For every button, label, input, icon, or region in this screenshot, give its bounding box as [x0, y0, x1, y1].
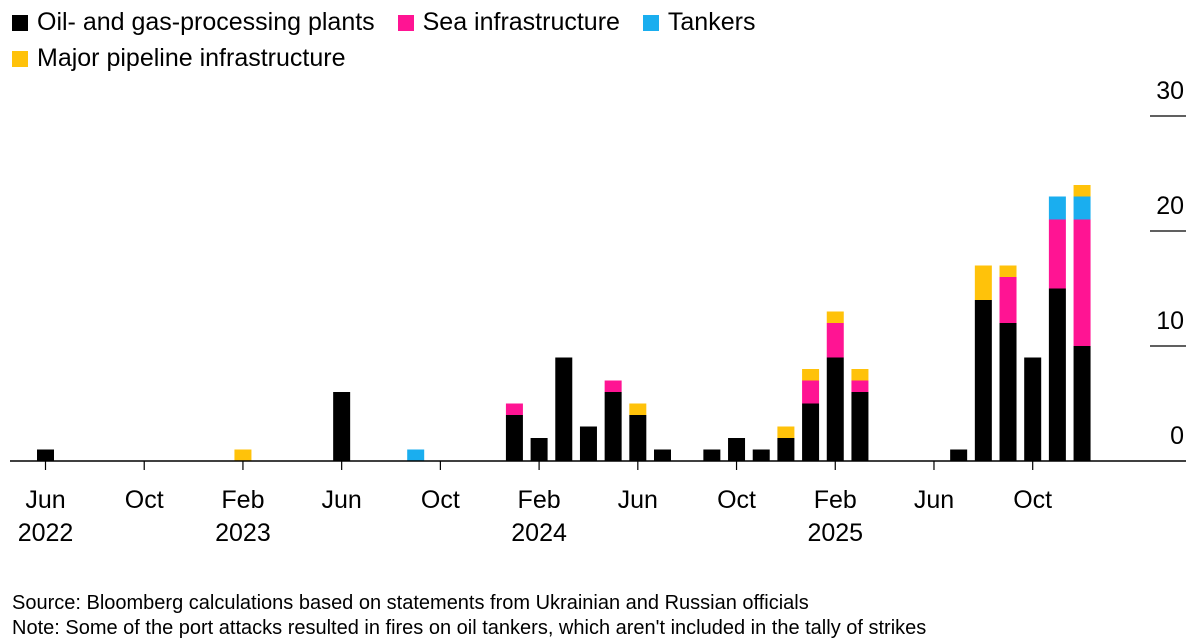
bar-segment-sea-infrastructure [851, 380, 869, 392]
x-tick-label-month: Jun [322, 486, 362, 514]
bar-segment-sea-infrastructure [604, 380, 622, 392]
bar-segment-oil-and-gas-processing-plants [333, 392, 351, 461]
bar-segment-major-pipeline-infrastructure [629, 403, 647, 415]
legend-item-pipeline[interactable]: Major pipeline infrastructure [12, 40, 345, 76]
bar-segment-major-pipeline-infrastructure [974, 265, 992, 300]
x-tick-label-month: Oct [421, 486, 460, 514]
legend-label-tankers: Tankers [667, 8, 756, 36]
chart-footer: Source: Bloomberg calculations based on … [12, 591, 926, 641]
x-tick-label-month: Jun [618, 486, 658, 514]
legend-item-oil-gas[interactable]: Oil- and gas-processing plants [12, 4, 375, 40]
y-tick-label: 0 [1170, 422, 1184, 450]
bar-segment-oil-and-gas-processing-plants [555, 357, 573, 461]
bar-segment-major-pipeline-infrastructure [1073, 185, 1091, 197]
bar-segment-sea-infrastructure [1073, 219, 1091, 346]
bar-segment-major-pipeline-infrastructure [234, 449, 252, 461]
x-tick-label-month: Feb [814, 486, 857, 514]
bar-segment-oil-and-gas-processing-plants [604, 392, 622, 461]
bar-segment-oil-and-gas-processing-plants [654, 449, 671, 461]
x-tick-label-year: 2024 [511, 519, 567, 547]
bar-segment-oil-and-gas-processing-plants [802, 403, 820, 461]
legend-swatch-sea [397, 15, 414, 31]
bar-segment-oil-and-gas-processing-plants [530, 438, 548, 461]
x-tick-label-month: Oct [125, 486, 164, 514]
x-tick-label-month: Feb [518, 486, 561, 514]
legend-swatch-pipeline [12, 51, 28, 67]
x-tick-label-year: 2023 [215, 519, 271, 547]
bar-segment-oil-and-gas-processing-plants [728, 438, 746, 461]
bar-segment-oil-and-gas-processing-plants [974, 300, 992, 461]
bar-segment-oil-and-gas-processing-plants [851, 392, 869, 461]
bar-segment-oil-and-gas-processing-plants [826, 357, 844, 461]
legend-label-oil-gas: Oil- and gas-processing plants [37, 8, 375, 36]
source-note: Source: Bloomberg calculations based on … [12, 592, 809, 614]
x-tick-label-month: Jun [25, 486, 65, 514]
bar-segment-oil-and-gas-processing-plants [505, 415, 523, 461]
legend-label-sea: Sea infrastructure [422, 8, 620, 36]
bar-segment-major-pipeline-infrastructure [851, 369, 869, 381]
x-tick-label-month: Oct [717, 486, 756, 514]
x-tick-label-month: Feb [221, 486, 264, 514]
bar-segment-tankers [1048, 196, 1066, 220]
y-tick-label: 20 [1156, 192, 1184, 220]
bar-segment-major-pipeline-infrastructure [826, 311, 844, 323]
x-tick-label-month: Oct [1013, 486, 1052, 514]
bar-segment-major-pipeline-infrastructure [999, 265, 1017, 277]
bar-segment-sea-infrastructure [505, 403, 523, 415]
x-tick-label-year: 2025 [807, 519, 863, 547]
legend-item-sea[interactable]: Sea infrastructure [397, 4, 620, 40]
bar-segment-tankers [1073, 196, 1091, 220]
bar-segment-major-pipeline-infrastructure [777, 426, 795, 438]
y-tick-label: 10 [1156, 307, 1184, 335]
x-tick-label-year: 2022 [18, 519, 74, 547]
bar-segment-sea-infrastructure [1048, 219, 1066, 289]
bar-segment-oil-and-gas-processing-plants [752, 449, 770, 461]
bar-segment-major-pipeline-infrastructure [802, 369, 820, 381]
bar-segment-sea-infrastructure [999, 277, 1017, 323]
bar-segment-oil-and-gas-processing-plants [1024, 357, 1042, 461]
bar-segment-oil-and-gas-processing-plants [999, 323, 1017, 461]
legend-item-tankers[interactable]: Tankers [642, 4, 756, 40]
bar-segment-oil-and-gas-processing-plants [1073, 346, 1091, 461]
bar-segment-sea-infrastructure [826, 323, 844, 358]
y-tick-label: 30 [1156, 77, 1184, 105]
bar-segment-sea-infrastructure [802, 380, 820, 404]
bar-segment-tankers [407, 449, 425, 461]
bar-segment-oil-and-gas-processing-plants [629, 415, 647, 461]
legend-swatch-tankers [642, 15, 659, 31]
bar-segment-oil-and-gas-processing-plants [703, 449, 721, 461]
bar-segment-oil-and-gas-processing-plants [37, 449, 54, 461]
legend-label-pipeline: Major pipeline infrastructure [37, 44, 346, 72]
bar-segment-oil-and-gas-processing-plants [777, 438, 795, 461]
x-tick-label-month: Jun [914, 486, 954, 514]
bar-segment-oil-and-gas-processing-plants [950, 449, 968, 461]
methodology-note: Note: Some of the port attacks resulted … [12, 617, 927, 639]
chart-legend: Oil- and gas-processing plants Sea infra… [12, 4, 912, 76]
bar-segment-oil-and-gas-processing-plants [579, 426, 597, 461]
legend-swatch-oil-gas [12, 15, 28, 31]
bar-segment-oil-and-gas-processing-plants [1048, 288, 1066, 461]
